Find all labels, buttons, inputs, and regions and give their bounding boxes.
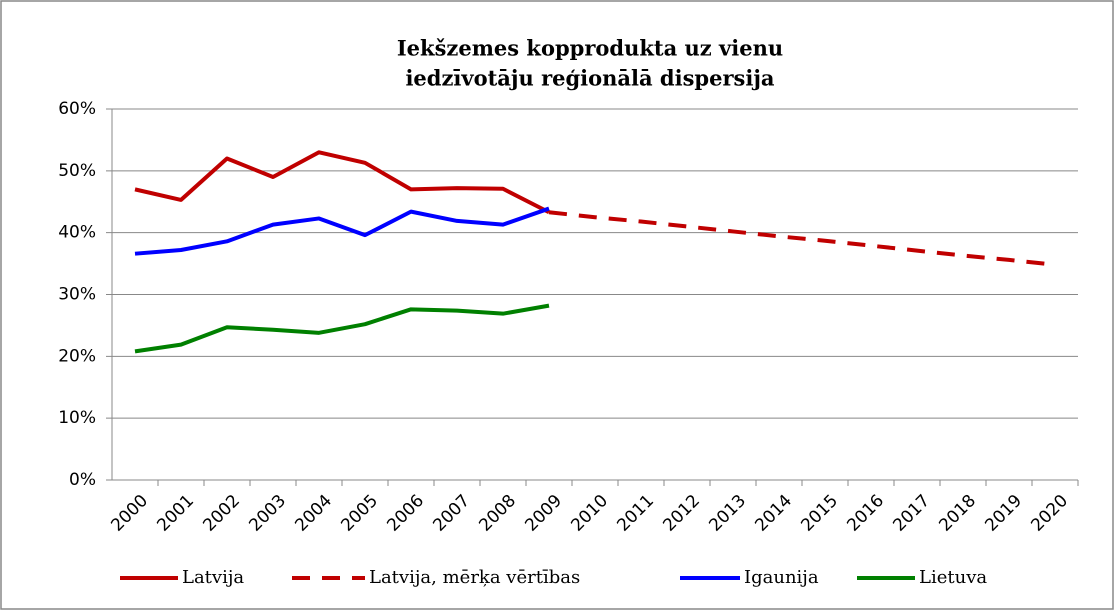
chart-title: Iekšzemes kopprodukta uz vienu [397,36,783,61]
legend-label: Lietuva [919,567,987,588]
chart-title: iedzīvotāju reģionālā dispersija [405,66,774,91]
series-line [548,210,1056,267]
y-tick-label: 20% [58,346,96,366]
y-tick-label: 40% [58,223,96,243]
series-line [134,150,550,215]
legend-label: Latvija, mērķa vērtības [369,567,580,588]
series-line [134,206,550,256]
y-tick-label: 30% [58,285,96,305]
y-tick-label: 60% [58,99,96,119]
y-tick-label: 0% [69,470,96,490]
y-tick-label: 10% [58,408,96,428]
series-line [134,303,550,354]
legend-label: Igaunija [744,567,819,588]
legend-label: Latvija [182,567,244,588]
y-tick-label: 50% [58,161,96,181]
